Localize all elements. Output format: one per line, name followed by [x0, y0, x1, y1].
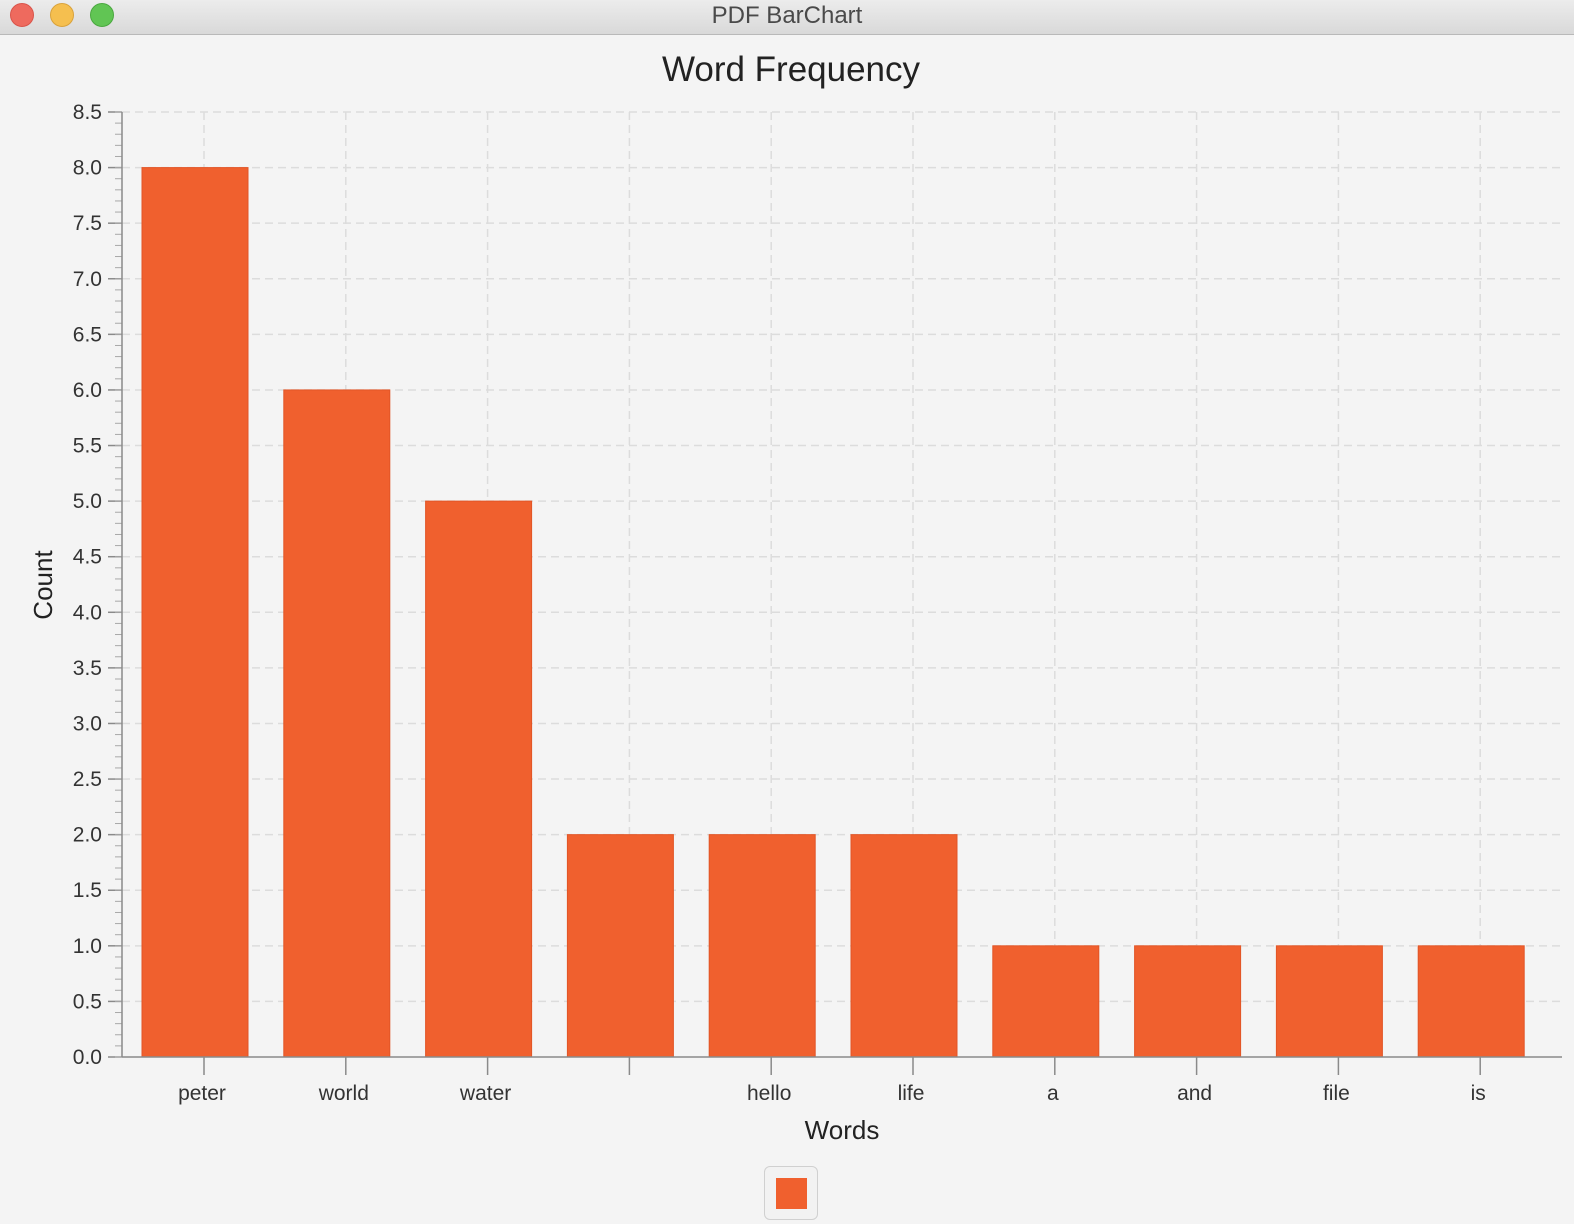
- y-tick-label: 8.0: [73, 157, 102, 180]
- title-bar: PDF BarChart: [0, 0, 1574, 35]
- window-title: PDF BarChart: [711, 2, 863, 29]
- y-tick-label: 6.5: [73, 323, 102, 346]
- y-tick-label: 7.5: [73, 212, 102, 235]
- x-tick-label: file: [1323, 1082, 1350, 1105]
- chart-title: Word Frequency: [662, 50, 921, 89]
- y-tick-label: 1.0: [73, 935, 102, 958]
- axes: 0.0 0.5 1.0 1.5 2.0 2.5 3.0 3.5 4.0 4.5 5.0 5.5 6.0 6…: [73, 101, 1562, 1105]
- x-tick-label: world: [318, 1082, 369, 1105]
- y-tick-label: 4.0: [73, 601, 102, 624]
- y-tick-label: 3.0: [73, 712, 102, 735]
- x-tick-label: peter: [178, 1082, 226, 1105]
- minimize-window-button[interactable]: [50, 3, 74, 27]
- y-tick-label: 7.0: [73, 268, 102, 291]
- y-axis-label: Count: [28, 550, 58, 620]
- close-window-button[interactable]: [10, 3, 34, 27]
- bar-chart: Word Frequency Count Words 0.0 0.5 1.0 1.5 2…: [28, 50, 1562, 1145]
- y-tick-label: 4.5: [73, 546, 102, 569]
- maximize-window-button[interactable]: [90, 3, 114, 27]
- y-tick-label: 0.5: [73, 990, 102, 1013]
- bar-and[interactable]: [1134, 945, 1242, 1058]
- x-axis-label: Words: [805, 1115, 880, 1145]
- y-tick-label: 0.0: [73, 1046, 102, 1069]
- bar-file[interactable]: [1275, 945, 1383, 1058]
- y-tick-label: 2.5: [73, 768, 102, 791]
- bar-peter[interactable]: [141, 167, 249, 1058]
- x-tick-label: hello: [747, 1082, 791, 1105]
- x-tick-label: a: [1047, 1082, 1059, 1105]
- bar-life[interactable]: [850, 834, 958, 1058]
- x-tick-label: and: [1177, 1082, 1212, 1105]
- bar-blank[interactable]: [566, 834, 674, 1058]
- y-tick-label: 8.5: [73, 101, 102, 124]
- bar-hello[interactable]: [708, 834, 816, 1058]
- bar-world[interactable]: [283, 389, 391, 1058]
- legend: [764, 1166, 818, 1220]
- x-tick-label: water: [459, 1082, 511, 1105]
- legend-swatch: [776, 1178, 807, 1209]
- x-tick-label: is: [1471, 1082, 1486, 1105]
- y-tick-label: 3.5: [73, 657, 102, 680]
- bar-is[interactable]: [1417, 945, 1525, 1058]
- y-tick-label: 6.0: [73, 379, 102, 402]
- bar-a[interactable]: [992, 945, 1100, 1058]
- y-tick-label: 1.5: [73, 879, 102, 902]
- y-tick-label: 5.5: [73, 435, 102, 458]
- x-tick-label: life: [898, 1082, 925, 1105]
- y-tick-label: 2.0: [73, 824, 102, 847]
- bars: [141, 167, 1525, 1058]
- y-tick-label: 5.0: [73, 490, 102, 513]
- bar-water[interactable]: [425, 500, 533, 1058]
